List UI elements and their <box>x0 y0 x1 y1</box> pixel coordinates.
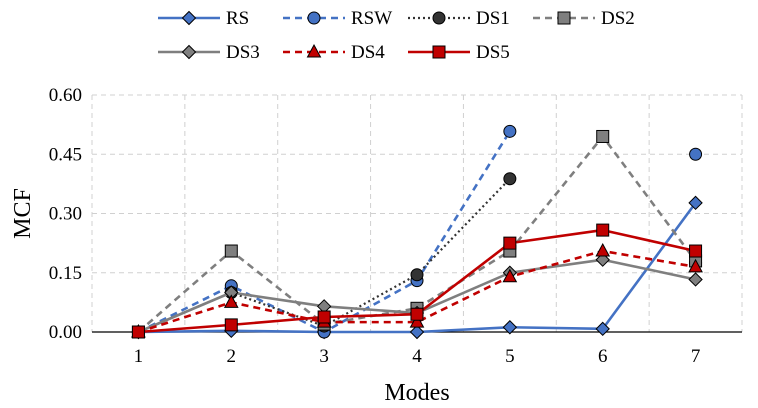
legend-entry-ds3: DS3 <box>158 42 260 63</box>
data-point-rsw <box>689 147 703 161</box>
legend-marker <box>307 11 321 25</box>
legend-entry-ds2: DS2 <box>533 8 635 29</box>
legend-marker <box>181 10 197 26</box>
x-tick-label: 2 <box>227 346 237 367</box>
data-point-ds4 <box>595 242 611 257</box>
series-ds4 <box>131 242 703 338</box>
y-tick-label: 0.00 <box>49 322 82 343</box>
legend-label: DS4 <box>351 42 385 63</box>
legend-entry-rs: RS <box>158 8 249 29</box>
data-point-rs <box>502 320 518 335</box>
grid <box>91 94 743 332</box>
legend-entry-ds4: DS4 <box>283 42 385 63</box>
legend-marker <box>432 45 446 59</box>
legend-marker <box>432 11 446 25</box>
data-point-ds5 <box>224 318 238 332</box>
data-point-ds2 <box>224 244 238 258</box>
data-point-ds5 <box>689 244 703 258</box>
legend-label: DS5 <box>476 42 510 63</box>
data-point-rs <box>595 321 610 337</box>
series-line-ds1 <box>137 177 511 334</box>
data-point-rs <box>688 195 703 211</box>
data-point-ds4 <box>502 268 518 283</box>
legend-marker <box>181 44 197 60</box>
legend-entry-rsw: RSW <box>283 8 392 29</box>
y-tick-label: 0.30 <box>49 204 82 225</box>
y-tick-label: 0.45 <box>49 144 82 165</box>
legend-label: DS1 <box>476 8 510 29</box>
series-ds5 <box>131 223 703 339</box>
x-axis-title: Modes <box>384 380 449 406</box>
legend: RS RSW DS1 DS2 DS3 DS4 DS5 <box>158 8 635 63</box>
x-tick-label: 3 <box>319 346 329 367</box>
x-tick-label: 4 <box>412 346 422 367</box>
data-point-ds5 <box>596 223 610 237</box>
legend-label: DS3 <box>226 42 260 63</box>
x-tick-label: 7 <box>691 346 701 367</box>
data-point-ds1 <box>410 268 424 282</box>
legend-label: DS2 <box>601 8 635 29</box>
y-tick-label: 0.60 <box>49 85 82 106</box>
legend-marker <box>306 43 322 58</box>
legend-entry-ds5: DS5 <box>408 42 510 63</box>
data-point-ds5 <box>317 310 331 324</box>
legend-entry-ds1: DS1 <box>408 8 510 29</box>
series-layer <box>131 124 703 340</box>
data-point-ds5 <box>131 325 145 339</box>
tick-labels: 0.00 0.15 0.30 0.45 0.60 1 2 3 4 5 6 7 <box>49 85 701 367</box>
legend-label: RSW <box>351 8 392 29</box>
data-point-ds1 <box>503 172 517 186</box>
data-point-ds5 <box>503 236 517 250</box>
data-point-ds5 <box>410 307 424 321</box>
x-tick-label: 5 <box>505 346 515 367</box>
y-tick-label: 0.15 <box>49 263 82 284</box>
legend-label: RS <box>226 8 249 29</box>
data-point-ds4 <box>223 294 239 308</box>
legend-marker <box>557 11 571 25</box>
y-axis-title: MCF <box>10 188 36 239</box>
data-point-ds4 <box>688 258 703 273</box>
data-point-ds4 <box>409 314 425 328</box>
data-point-ds2 <box>596 129 610 143</box>
data-point-rsw <box>503 124 517 138</box>
data-point-ds3 <box>688 272 703 287</box>
x-tick-label: 1 <box>134 346 144 367</box>
x-tick-label: 6 <box>598 346 608 367</box>
data-point-rs <box>409 324 425 340</box>
